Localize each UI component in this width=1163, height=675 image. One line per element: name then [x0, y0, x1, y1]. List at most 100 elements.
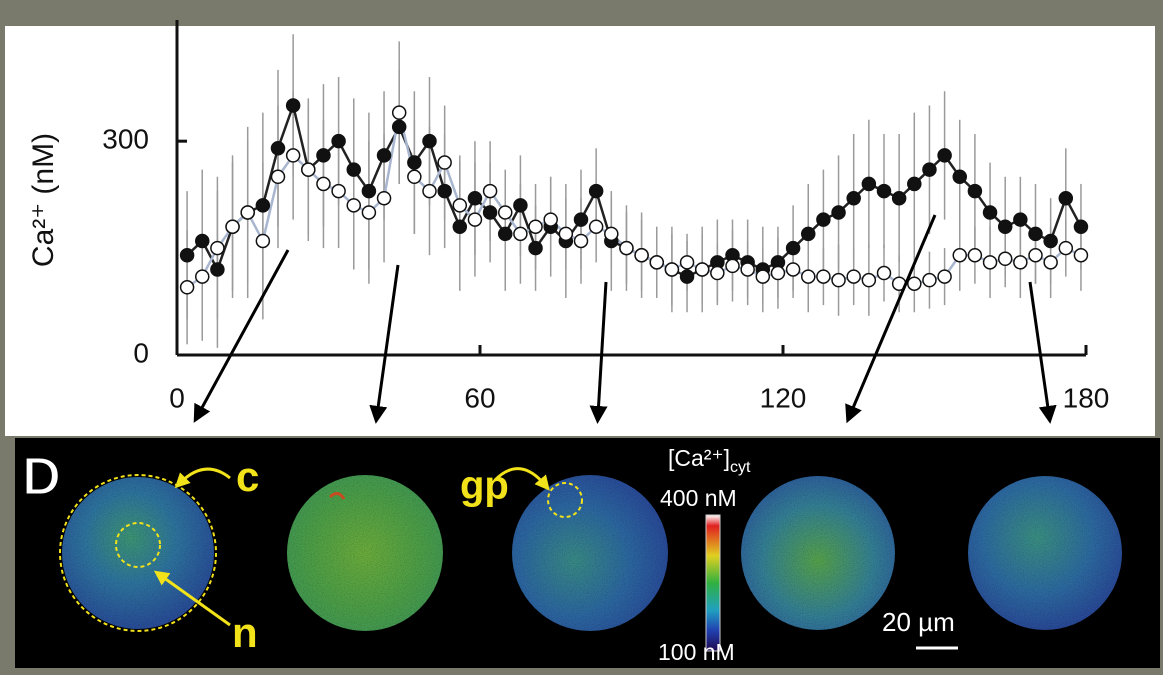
- data-point: [1073, 219, 1089, 234]
- colorbar-title-main: [Ca²⁺]: [668, 445, 730, 471]
- data-point: [588, 219, 604, 234]
- data-point: [179, 280, 195, 295]
- data-point: [588, 183, 604, 199]
- panel-label: D: [22, 446, 61, 506]
- data-point: [316, 176, 331, 192]
- data-point: [770, 265, 786, 281]
- data-point: [831, 205, 846, 220]
- data-point: [437, 183, 452, 199]
- annotations: [59, 474, 583, 632]
- data-point: [391, 105, 407, 120]
- data-point: [270, 169, 286, 185]
- annotation: c: [236, 453, 259, 500]
- data-point: [679, 269, 695, 284]
- arrow: [845, 214, 937, 424]
- granule-outline: [547, 482, 583, 518]
- data-point: [664, 262, 680, 277]
- data-point: [785, 240, 801, 256]
- arrow: [153, 570, 231, 627]
- scale-bar-label: 20 µm: [882, 607, 955, 637]
- data-point: [801, 226, 816, 242]
- data-point: [255, 233, 271, 249]
- x-tick-label: 120: [760, 382, 807, 413]
- data-point: [361, 205, 377, 220]
- data-point: [437, 155, 452, 170]
- data-point: [967, 247, 983, 263]
- nucleus-outline: [115, 522, 161, 568]
- y-axis-label: Ca²⁺ (nM): [27, 133, 60, 267]
- data-point: [1058, 190, 1074, 206]
- data-point: [937, 148, 952, 163]
- data-point: [846, 190, 861, 206]
- data-point: [195, 233, 210, 249]
- data-point: [967, 183, 983, 199]
- data-point: [331, 133, 346, 149]
- data-point: [316, 148, 331, 163]
- data-point: [179, 247, 195, 263]
- colorbar-min: 100 nM: [658, 639, 735, 665]
- data-point: [907, 276, 922, 291]
- data-point: [285, 98, 301, 113]
- data-point: [952, 169, 967, 185]
- data-point: [452, 198, 468, 213]
- data-point: [785, 262, 801, 277]
- data-point: [876, 183, 892, 199]
- arrow: [493, 467, 550, 491]
- data-point: [816, 212, 831, 227]
- data-point: [528, 240, 543, 256]
- x-tick-label: 0: [169, 382, 185, 413]
- colorbar-title: [Ca²⁺]cyt: [668, 445, 751, 476]
- data-point: [891, 190, 907, 206]
- data-point: [407, 169, 422, 185]
- data-point: [285, 148, 301, 163]
- plot-background: [5, 26, 1155, 436]
- data-point: [1028, 247, 1043, 263]
- data-point: [604, 226, 619, 242]
- data-point: [255, 198, 271, 213]
- arrows: [193, 214, 1057, 424]
- y-tick-label: 0: [133, 337, 149, 368]
- data-point: [1013, 255, 1028, 270]
- data-point: [467, 190, 483, 206]
- data-point: [1073, 247, 1089, 263]
- data-point: [210, 240, 225, 256]
- data-point: [422, 133, 437, 149]
- cell-image: [62, 477, 214, 629]
- data-point: [1043, 255, 1058, 270]
- data-point: [694, 262, 710, 277]
- data-point: [346, 198, 361, 213]
- data-point: [861, 176, 877, 192]
- data-point: [952, 247, 967, 263]
- data-point: [331, 183, 346, 199]
- data-point: [270, 141, 286, 156]
- data-point: [861, 272, 877, 288]
- data-point: [710, 265, 725, 281]
- data-point: [922, 272, 937, 288]
- data-point: [210, 262, 225, 277]
- data-point: [679, 255, 695, 270]
- data-point: [346, 162, 361, 177]
- x-tick-label: 60: [464, 382, 495, 413]
- data-point: [513, 226, 528, 242]
- data-point: [301, 162, 316, 177]
- data-point: [816, 269, 831, 284]
- data-point: [922, 162, 937, 177]
- colorbar-max: 400 nM: [660, 485, 737, 511]
- data-point: [573, 212, 589, 227]
- cells: [62, 475, 1122, 631]
- data-point: [225, 219, 240, 234]
- cell-image: [741, 476, 895, 630]
- data-point: [482, 205, 498, 220]
- arrow: [589, 281, 608, 424]
- data-point: [361, 183, 377, 199]
- data-point: [195, 269, 210, 284]
- cell-image: [512, 475, 668, 631]
- data-point: [543, 212, 558, 227]
- data-point: [1043, 233, 1058, 249]
- annotation: gp: [460, 464, 509, 508]
- x-tick-label: 180: [1063, 382, 1110, 413]
- data-point: [391, 119, 407, 135]
- data-point: [528, 219, 543, 234]
